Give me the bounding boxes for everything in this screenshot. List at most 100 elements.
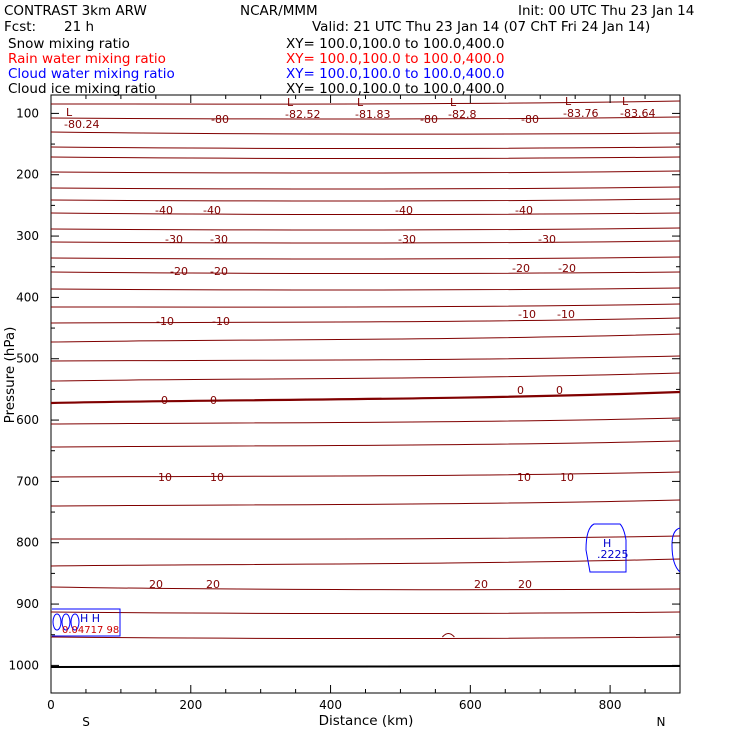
north-end-label: N	[657, 715, 666, 729]
contour-value-label-upper: -80	[211, 113, 229, 126]
high-center-value: .2225	[597, 548, 629, 561]
low-center-value: -83.76	[563, 107, 598, 120]
south-end-label: S	[82, 715, 90, 729]
contour-value-label: 20	[206, 578, 220, 591]
temperature-contours	[50, 100, 681, 668]
legend-entry-xy: XY= 100.0,100.0 to 100.0,400.0	[286, 81, 504, 97]
legend-entry-name: Cloud water mixing ratio	[8, 66, 175, 82]
isotherm-line	[50, 558, 681, 567]
y-tick-label: 700	[16, 474, 39, 488]
contour-value-label: -30	[210, 233, 228, 246]
low-center-letter: L	[66, 106, 73, 119]
y-axis-title: Pressure (hPa)	[2, 327, 18, 424]
contour-value-label: 0	[517, 384, 524, 397]
low-center-letter: L	[565, 95, 572, 108]
contour-value-label: 20	[518, 578, 532, 591]
legend-entry-xy: XY= 100.0,100.0 to 100.0,400.0	[286, 51, 504, 67]
isotherm-line	[50, 116, 681, 120]
contour-value-label-upper: -80	[521, 113, 539, 126]
valid-time: Valid: 21 UTC Thu 23 Jan 14 (07 ChT Fri …	[312, 19, 650, 35]
low-center-letter: L	[357, 96, 364, 109]
isotherm-line	[50, 271, 681, 275]
cloud-water-contour-edge	[671, 527, 681, 573]
contour-value-label: -10	[156, 315, 174, 328]
isotherm-line	[50, 355, 681, 362]
low-center-value: -82.8	[448, 108, 476, 121]
low-cloud-contour	[52, 608, 121, 637]
contour-value-label: 10	[517, 471, 531, 484]
contour-value-label: -10	[557, 308, 575, 321]
isotherm-line	[50, 186, 681, 190]
isotherm-line	[50, 212, 681, 216]
y-tick-label: 400	[16, 290, 39, 304]
contour-value-label: -10	[212, 315, 230, 328]
isotherm-line	[50, 227, 681, 231]
y-tick-label: 200	[16, 168, 39, 182]
x-tick-label: 600	[459, 698, 482, 712]
isotherm-line	[50, 417, 681, 425]
high-center-letters: H H	[80, 612, 100, 625]
contour-value-label: -10	[518, 308, 536, 321]
contour-value-label: -40	[203, 204, 221, 217]
y-tick-label: 500	[16, 352, 39, 366]
contour-value-label-upper: -80	[420, 113, 438, 126]
legend-entry-name: Rain water mixing ratio	[8, 51, 166, 67]
cloud-water-cell	[61, 613, 71, 631]
isotherm-line	[50, 333, 681, 343]
contour-value-label: -30	[398, 233, 416, 246]
y-tick-label: 800	[16, 536, 39, 550]
ground-line	[50, 665, 681, 668]
low-center-value: -83.64	[620, 107, 655, 120]
contour-value-label: -20	[210, 265, 228, 278]
high-center-letter: H	[603, 537, 611, 550]
isotherm-line	[50, 156, 681, 160]
x-tick-label: 0	[47, 698, 55, 712]
y-tick-label: 100	[16, 106, 39, 120]
isotherm-line	[50, 317, 681, 324]
isotherm-line	[50, 471, 681, 478]
isotherm-line	[50, 390, 681, 405]
terrain-bump	[441, 633, 455, 638]
contour-value-label: -40	[395, 204, 413, 217]
low-center-letter: L	[622, 95, 629, 108]
contour-value-label: -20	[170, 265, 188, 278]
contour-value-label: 10	[158, 471, 172, 484]
rain-center-value: 0.04717 98	[62, 625, 119, 636]
isotherm-line	[50, 636, 681, 640]
isotherm-line	[50, 372, 681, 382]
cloud-water-cell	[52, 613, 62, 631]
contour-value-label: -40	[515, 204, 533, 217]
legend-entry-xy: XY= 100.0,100.0 to 100.0,400.0	[286, 36, 504, 52]
contour-value-label: -30	[538, 233, 556, 246]
legend-entry-name: Cloud ice mixing ratio	[8, 81, 156, 97]
contour-value-label: -40	[155, 204, 173, 217]
contour-value-label: -20	[512, 262, 530, 275]
isotherm-line	[50, 198, 681, 202]
low-centers: L-80.24L-82.52L-81.83L-82.8L-83.76L-83.6…	[64, 95, 655, 131]
y-tick-label: 900	[16, 597, 39, 611]
contour-value-label: 0	[161, 394, 168, 407]
x-tick-label: 400	[319, 698, 342, 712]
isotherm-line	[50, 586, 681, 591]
isotherm-line	[50, 240, 681, 244]
x-tick-label: 800	[599, 698, 622, 712]
isotherm-line	[50, 131, 681, 135]
contour-value-label: 0	[210, 394, 217, 407]
cloud-water-cell	[70, 613, 80, 631]
isotherm-line	[50, 440, 681, 448]
y-tick-label: 300	[16, 229, 39, 243]
contour-value-label: -30	[165, 233, 183, 246]
isotherm-line	[50, 146, 681, 150]
contour-value-label: 10	[210, 471, 224, 484]
isotherm-line	[50, 256, 681, 260]
y-tick-label: 600	[16, 413, 39, 427]
low-center-value: -80.24	[64, 118, 99, 131]
legend-entry-name: Snow mixing ratio	[8, 36, 130, 52]
low-center-value: -81.83	[355, 108, 390, 121]
x-axis-title: Distance (km)	[319, 713, 414, 729]
low-center-letter: L	[287, 96, 294, 109]
forecast-hour: 21 h	[64, 19, 94, 35]
isotherm-line	[50, 303, 681, 308]
isotherm-line	[50, 287, 681, 291]
